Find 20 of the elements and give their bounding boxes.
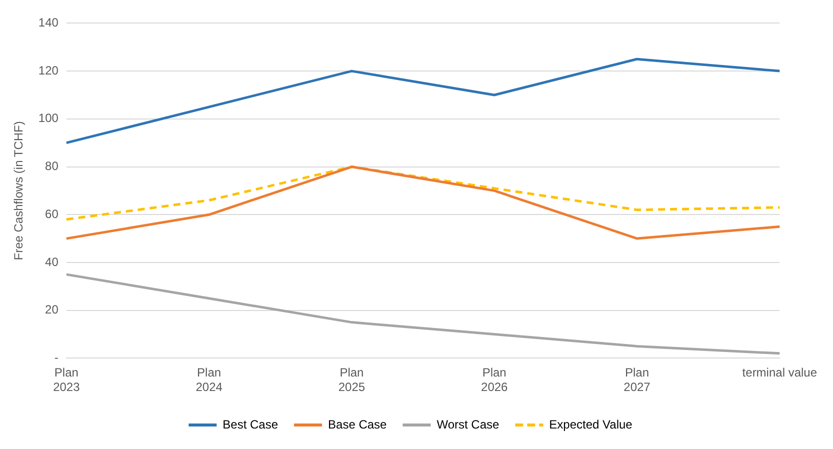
y-tick-label: 80 — [45, 159, 59, 174]
legend-label: Best Case — [222, 417, 278, 432]
x-tick-label: terminal value — [742, 366, 818, 380]
y-axis-title: Free Cashflows (in TCHF) — [12, 121, 26, 260]
y-tick-label: - — [54, 350, 58, 365]
y-tick-label: 140 — [38, 16, 59, 30]
x-tick-label: Plan 2023 — [53, 366, 80, 394]
x-tick-label: Plan 2026 — [481, 366, 508, 394]
y-tick-label: 120 — [38, 63, 59, 78]
x-tick-label: Plan 2027 — [624, 366, 651, 394]
y-tick-label: 20 — [45, 302, 59, 317]
x-tick-label: Plan 2024 — [196, 366, 223, 394]
y-tick-label: 40 — [45, 254, 59, 269]
legend-label: Worst Case — [436, 417, 500, 432]
y-tick-label: 100 — [38, 111, 59, 126]
legend-label: Expected Value — [549, 417, 633, 432]
y-tick-label: 60 — [45, 206, 59, 221]
x-tick-label: Plan 2025 — [338, 366, 366, 394]
line-series — [65, 166, 781, 221]
legend-label: Base Case — [328, 417, 388, 432]
